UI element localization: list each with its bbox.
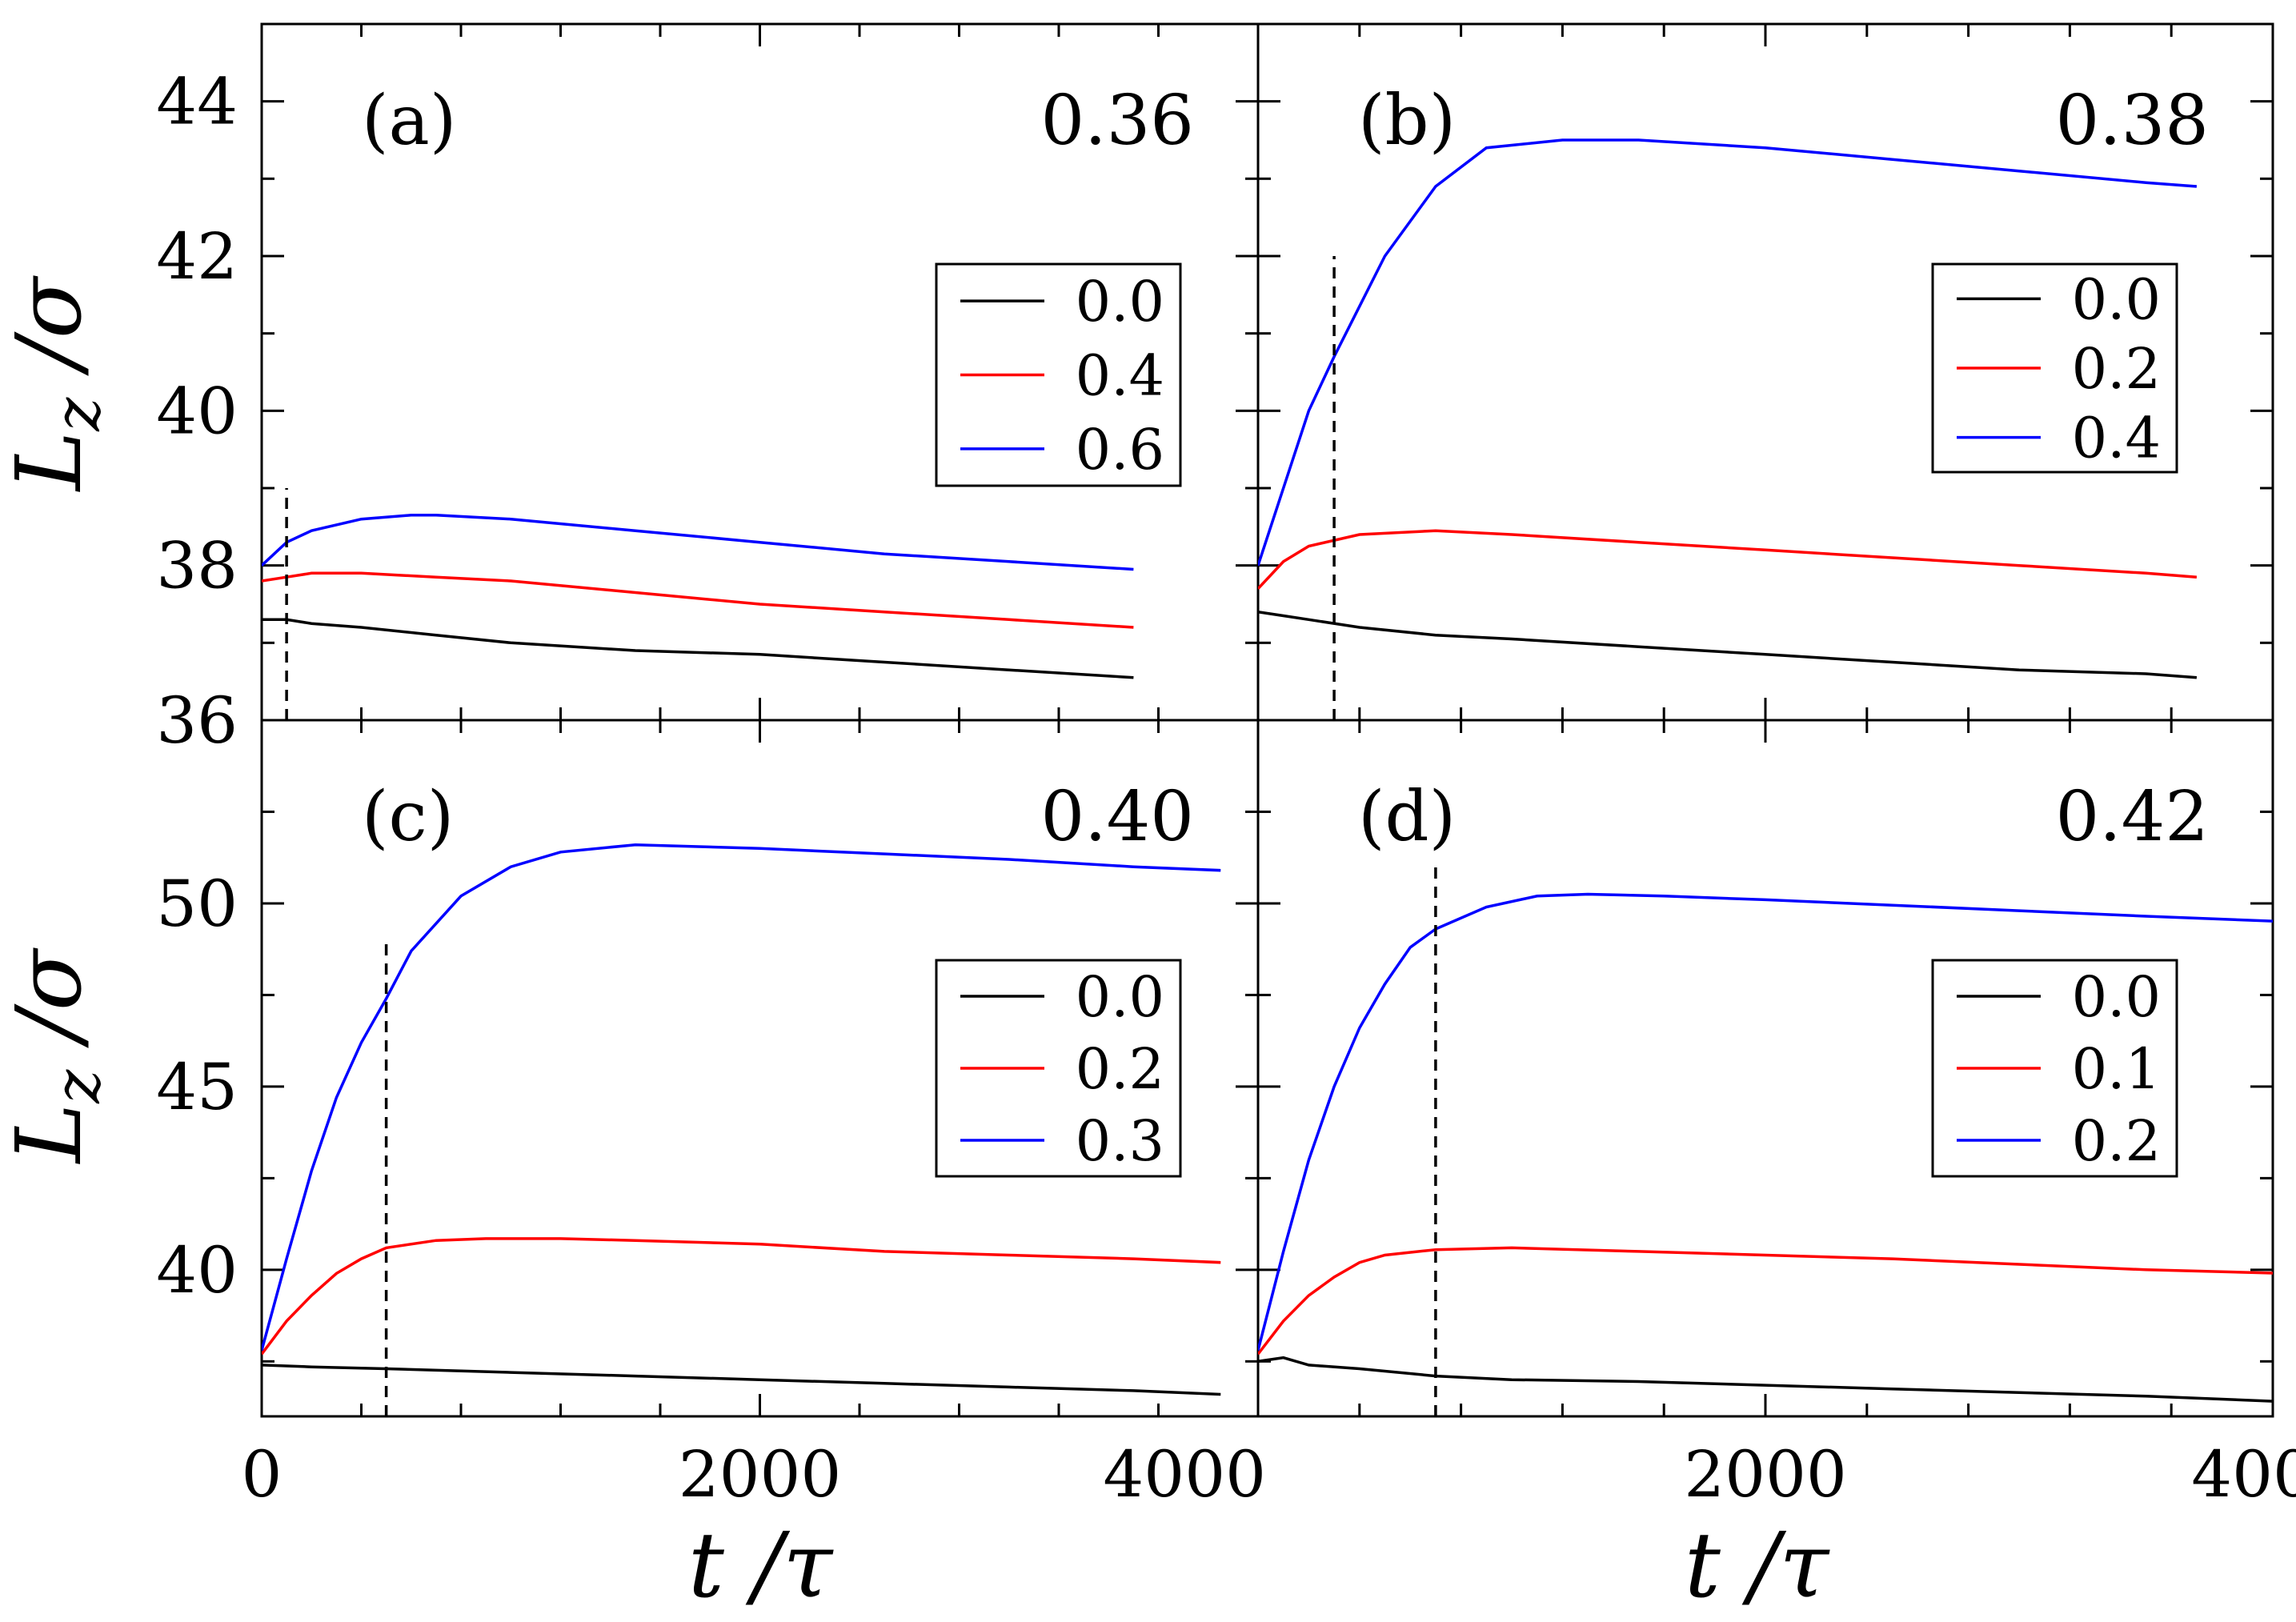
legend-label: 0.4 [1076,343,1164,409]
legend-label: 0.1 [2072,1036,2161,1102]
series-line-0.2 [1258,529,2198,590]
y-tick-label: 36 [156,683,238,758]
y-axis-title-top: Lz /σ [0,275,114,492]
panel-title: 0.42 [2056,777,2209,857]
panel-a: 36 38 40 42 44 (a) 0.36 0.0 0.4 0.6 [156,22,1260,758]
panel-title: 0.40 [1041,777,1194,857]
y-title-main: L [0,1103,102,1164]
panel-title: 0.38 [2056,81,2209,161]
legend-label: 0.4 [2072,406,2161,471]
y-tick-label: 38 [156,529,238,603]
x-title-rest: /τ [724,1514,834,1618]
series-line-0.2 [1258,892,2273,1352]
series-line-0.0 [262,1364,1221,1396]
series-line-0.4 [1258,138,2198,567]
legend-label: 0.0 [2072,266,2161,332]
x-title-main: t [688,1514,725,1618]
y-tick-label: 40 [156,374,238,448]
y-tick-label: 40 [156,1233,238,1308]
series-line-0.0 [1258,1356,2273,1403]
x-tick-label: 2000 [1684,1437,1847,1512]
x-axis-title-right: t /τ [1685,1514,1830,1618]
y-tick-label: 50 [156,867,238,941]
y-tick-label: 44 [156,65,238,139]
panel-title: 0.36 [1041,81,1194,161]
legend: 0.0 0.4 0.6 [935,262,1182,487]
y-tick-label: 42 [156,219,238,294]
legend-label: 0.0 [1076,269,1164,334]
legend-label: 0.2 [2072,1108,2161,1174]
legend-label: 0.0 [1076,964,1164,1030]
panel-tag: (c) [362,777,454,857]
svg-text:Lz /σ: Lz /σ [0,947,114,1164]
series-line-0.4 [262,571,1134,629]
x-title-main: t [1685,1514,1721,1618]
x-title-rest: /τ [1721,1514,1830,1618]
y-title-sub: z [40,397,114,432]
x-tick-label: 2000 [679,1437,842,1512]
legend-label: 0.3 [1076,1108,1164,1174]
y-title-rest: /σ [0,275,102,397]
y-tick-label: 45 [156,1050,238,1124]
panel-tag: (d) [1358,777,1456,857]
x-axis-title-left: t /τ [688,1514,834,1618]
panel-b: (b) 0.38 0.00.20.4 [1256,22,2274,722]
svg-text:Lz /σ: Lz /σ [0,275,114,492]
legend: 0.00.20.3 [935,959,1182,1178]
series-line-0.3 [262,843,1221,1352]
panel-tag: (a) [362,81,456,161]
panel-tag: (b) [1358,81,1456,161]
legend: 0.00.20.4 [1931,262,2178,474]
panel-d: 2000 4000 (d) 0.42 0.00.10.2 [1256,719,2296,1512]
series-line-0.0 [1258,610,2198,679]
series-line-0.0 [262,618,1134,679]
y-title-sub: z [40,1069,114,1104]
legend-label: 0.6 [1076,417,1164,483]
y-axis-title-bottom: Lz /σ [0,947,114,1164]
legend: 0.00.10.2 [1931,959,2178,1178]
panel-c: 40 45 50 0 2000 4000 (c) 0.40 0.00.20.3 [156,719,1266,1512]
series-line-0.1 [1258,1246,2273,1356]
x-tick-label: 0 [242,1437,282,1512]
series-line-0.2 [262,1237,1221,1356]
y-title-main: L [0,431,102,492]
legend-label: 0.2 [2072,336,2161,402]
x-tick-label: 4000 [2191,1437,2296,1512]
series-line-0.6 [262,514,1134,571]
legend-label: 0.2 [1076,1036,1164,1102]
x-tick-label: 4000 [1103,1437,1266,1512]
legend-label: 0.0 [2072,964,2161,1030]
y-title-rest: /σ [0,947,102,1069]
